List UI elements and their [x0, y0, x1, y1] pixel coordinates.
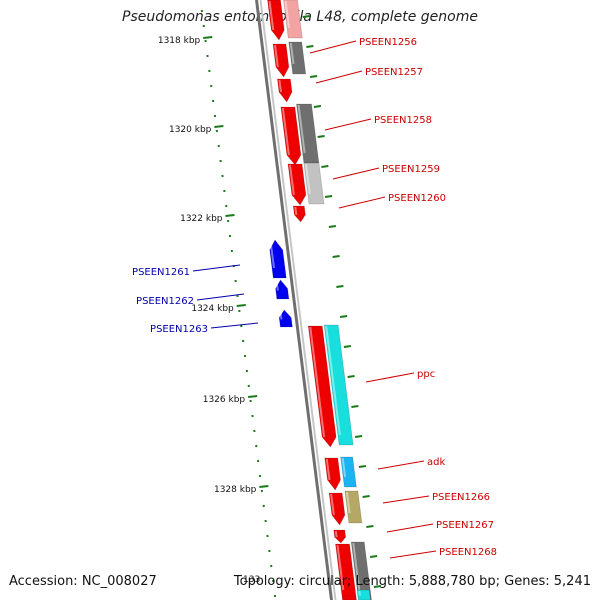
gene-arrow: [276, 78, 293, 103]
feature-bar: [323, 324, 354, 446]
feature-bar: [344, 490, 363, 524]
scale-tick-minor: [362, 495, 370, 498]
gene-label: PSEEN1262: [136, 296, 194, 307]
leader-line: [386, 523, 434, 533]
scale-tick-minor: [328, 225, 337, 228]
scale-tick-minor: [351, 405, 359, 408]
genome-summary: Topology: circular; Length: 5,888,780 bp…: [233, 574, 591, 589]
backbone-line: [255, 0, 333, 600]
feature-bar: [350, 541, 372, 600]
leader-line: [377, 460, 425, 470]
backbone-highlight: [259, 0, 337, 600]
gene-label: PSEEN1260: [388, 193, 446, 204]
scale-tick-major: [214, 125, 224, 128]
scale-tick-major: [236, 304, 246, 307]
leader-line: [210, 322, 259, 329]
gene-arrow: [307, 325, 337, 448]
leader-line: [196, 293, 245, 301]
scale-tick-minor: [336, 285, 344, 288]
feature-bar: [356, 589, 371, 600]
scale-tick-major: [248, 395, 258, 398]
gene-arrow: [280, 106, 302, 166]
scale-tick-minor: [324, 195, 333, 198]
gene-arrow: [287, 163, 307, 206]
gene-arrow: [272, 43, 290, 78]
scale-tick-minor: [343, 345, 352, 348]
gene-label: PSEEN1267: [436, 520, 494, 531]
gene-label: PSEEN1257: [365, 67, 423, 78]
scale-tick-minor: [313, 105, 322, 108]
feature-bar: [296, 103, 320, 164]
feature-bar: [288, 41, 307, 75]
tick-label: 1318 kbp: [158, 36, 201, 46]
gene-label: PSEEN1263: [150, 324, 208, 335]
scale-tick-major: [225, 214, 235, 217]
scale-tick-minor: [339, 315, 348, 318]
scale-tick-minor: [354, 435, 363, 438]
gene-label: PSEEN1256: [359, 37, 417, 48]
scale-tick-minor: [317, 135, 325, 138]
scale-tick-minor: [347, 375, 355, 378]
scale-tick-minor: [373, 585, 382, 588]
gene-label: PSEEN1266: [432, 492, 490, 503]
scale-tick-major: [259, 485, 269, 488]
tick-label: 1326 kbp: [203, 395, 246, 405]
leader-line: [309, 40, 357, 54]
scale-tick-minor: [306, 45, 314, 48]
gene-arrow: [292, 205, 306, 223]
scale-tick-major: [203, 36, 213, 39]
gene-arrow: [275, 279, 290, 300]
scale-tick-minor: [309, 75, 318, 78]
feature-bar: [303, 162, 325, 205]
tick-label: 1324 kbp: [191, 304, 234, 314]
tick-label: 1328 kbp: [214, 485, 257, 495]
gene-arrow: [278, 309, 293, 328]
gene-arrow: [267, 0, 285, 41]
gene-label: adk: [427, 457, 445, 468]
scale-tick-minor: [369, 555, 378, 558]
scale-tick-minor: [332, 255, 340, 258]
leader-line: [332, 167, 380, 180]
feature-bar: [340, 456, 357, 488]
gene-arrow: [335, 543, 357, 600]
leader-line: [192, 264, 241, 272]
leader-line: [382, 495, 430, 504]
map-title: Pseudomonas entomophila L48, complete ge…: [122, 9, 478, 25]
leader-line: [324, 118, 372, 131]
gene-label: PSEEN1261: [132, 267, 190, 278]
tick-label-partial: 133: [243, 575, 261, 585]
scale-tick-minor: [358, 465, 367, 468]
gene-label: ppc: [417, 369, 435, 380]
gene-label: PSEEN1259: [382, 164, 440, 175]
gene-arrow: [328, 492, 346, 526]
tick-label: 1320 kbp: [169, 125, 212, 135]
scale-tick-minor: [366, 525, 374, 528]
leader-line: [315, 70, 363, 84]
accession-label: Accession: NC_008027: [9, 574, 157, 589]
tick-label: 1322 kbp: [180, 214, 223, 224]
gene-arrow: [324, 457, 341, 491]
gene-label: PSEEN1258: [374, 115, 432, 126]
leader-line: [365, 372, 415, 383]
scale-tick-minor: [321, 165, 329, 168]
gene-label: PSEEN1268: [439, 547, 497, 558]
leader-line: [338, 196, 386, 209]
feature-bar: [283, 0, 303, 39]
leader-line: [389, 550, 437, 559]
gene-arrow: [269, 239, 287, 279]
gene-arrow: [333, 529, 347, 544]
scale-tick-minor: [302, 15, 310, 18]
